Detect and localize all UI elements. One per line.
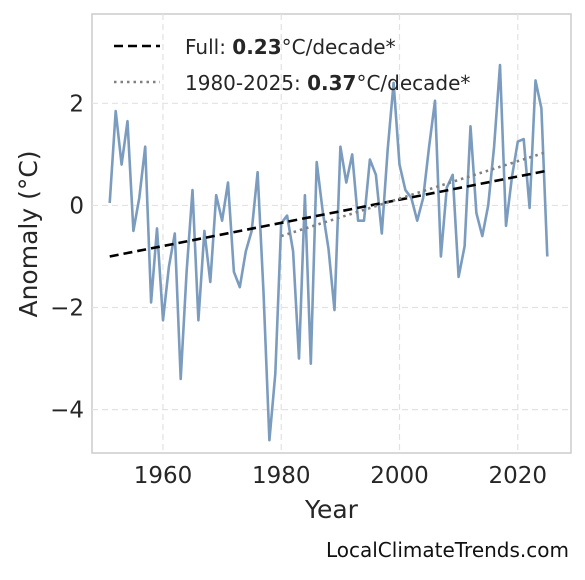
x-tick-label-1980: 1980 xyxy=(252,463,311,489)
legend: Full: 0.23°C/decade* 1980-2025: 0.37°C/d… xyxy=(114,35,470,95)
x-tick-label-2020: 2020 xyxy=(489,463,548,489)
trend-line-full xyxy=(109,169,548,258)
plot-background xyxy=(91,13,572,454)
x-tick-label-2000: 2000 xyxy=(370,463,429,489)
y-axis-title: Anomaly (°C) xyxy=(14,150,43,317)
x-axis-title: Year xyxy=(304,495,359,524)
trend-line-1980-2025 xyxy=(280,150,548,238)
y-tick-label-1: 0 xyxy=(69,193,84,219)
x-tick-label-1960: 1960 xyxy=(134,463,193,489)
y-tick-label-3: −4 xyxy=(50,398,84,424)
series-layer xyxy=(108,63,549,442)
legend-label-full: Full: 0.23°C/decade* xyxy=(185,35,396,59)
legend-label-recent: 1980-2025: 0.37°C/decade* xyxy=(185,71,470,95)
watermark: LocalClimateTrends.com xyxy=(325,538,569,562)
y-tick-label-2: −2 xyxy=(50,296,84,322)
grid xyxy=(92,14,571,453)
y-tick-label-0: 2 xyxy=(69,91,84,117)
